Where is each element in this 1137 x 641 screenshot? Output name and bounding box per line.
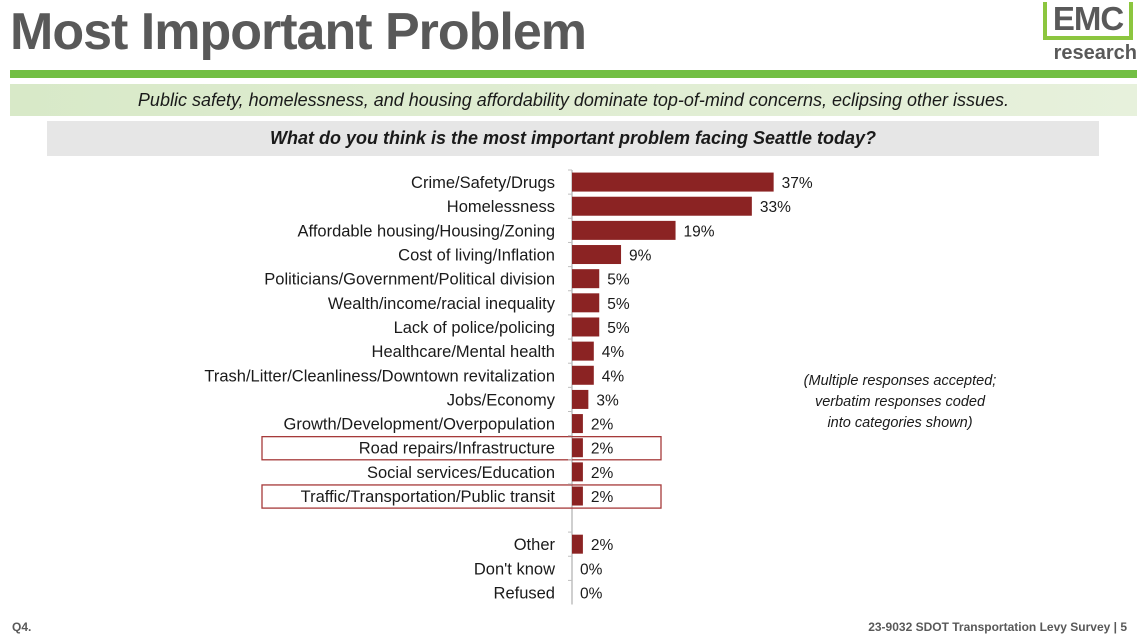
category-label: Politicians/Government/Political divisio… <box>264 271 555 289</box>
logo-frame <box>1043 2 1133 40</box>
category-label: Refused <box>494 584 555 602</box>
bar <box>572 389 589 409</box>
bar <box>572 245 622 265</box>
value-label: 5% <box>607 272 630 289</box>
category-label: Social services/Education <box>367 464 555 482</box>
category-label: Road repairs/Infrastructure <box>359 440 555 458</box>
value-label: 0% <box>580 585 603 602</box>
value-label: 4% <box>602 368 625 385</box>
bar <box>572 365 594 385</box>
category-label: Lack of police/policing <box>394 319 555 337</box>
multiple-responses-note: (Multiple responses accepted; verbatim r… <box>780 371 1020 434</box>
value-label: 2% <box>591 441 614 458</box>
note-line: verbatim responses coded <box>814 394 986 410</box>
category-label: Jobs/Economy <box>447 391 556 409</box>
subtitle-band <box>10 84 1137 116</box>
note-line: into categories shown) <box>827 415 973 431</box>
bar <box>572 341 594 361</box>
survey-question: What do you think is the most important … <box>269 128 877 148</box>
survey-footer: 23-9032 SDOT Transportation Levy Survey … <box>868 620 1127 634</box>
value-label: 2% <box>591 537 614 554</box>
bar <box>572 486 583 506</box>
highlight-box <box>261 435 662 461</box>
value-label: 5% <box>607 320 630 337</box>
value-label: 3% <box>596 392 619 409</box>
category-label: Traffic/Transportation/Public transit <box>301 488 556 506</box>
bar <box>572 293 600 313</box>
bar <box>572 534 583 554</box>
value-label: 19% <box>684 223 715 240</box>
bar <box>572 220 676 240</box>
value-label: 2% <box>591 489 614 506</box>
category-label: Don't know <box>474 560 555 578</box>
category-label: Homelessness <box>447 198 555 216</box>
category-label: Wealth/income/racial inequality <box>328 295 556 313</box>
note-line: (Multiple responses accepted; <box>803 373 997 389</box>
category-label: Trash/Litter/Cleanliness/Downtown revita… <box>204 367 555 385</box>
value-label: 37% <box>782 175 813 192</box>
bar <box>572 172 774 192</box>
value-label: 2% <box>591 465 614 482</box>
value-label: 4% <box>602 344 625 361</box>
value-label: 5% <box>607 296 630 313</box>
logo-research-text: research <box>1053 42 1137 64</box>
question-band <box>47 121 1099 156</box>
value-label: 2% <box>591 417 614 434</box>
logo-emc-text: EMC <box>1052 0 1124 37</box>
bar <box>572 462 583 482</box>
question-number: Q4. <box>12 620 32 634</box>
category-label: Growth/Development/Overpopulation <box>284 416 555 434</box>
category-label: Affordable housing/Housing/Zoning <box>298 222 555 240</box>
value-label: 0% <box>580 561 603 578</box>
bar <box>572 438 583 458</box>
category-label: Healthcare/Mental health <box>372 343 555 361</box>
highlight-box <box>261 484 662 509</box>
bar <box>572 196 752 216</box>
title-divider <box>10 70 1137 78</box>
value-label: 9% <box>629 248 652 265</box>
subtitle: Public safety, homelessness, and housing… <box>137 90 1010 110</box>
category-label: Cost of living/Inflation <box>398 247 555 265</box>
bar <box>572 269 600 289</box>
page-title: Most Important Problem <box>10 3 587 61</box>
bar <box>572 317 600 337</box>
bar <box>572 414 583 434</box>
category-label: Crime/Safety/Drugs <box>411 174 555 192</box>
value-label: 33% <box>760 199 791 216</box>
category-label: Other <box>514 536 556 554</box>
